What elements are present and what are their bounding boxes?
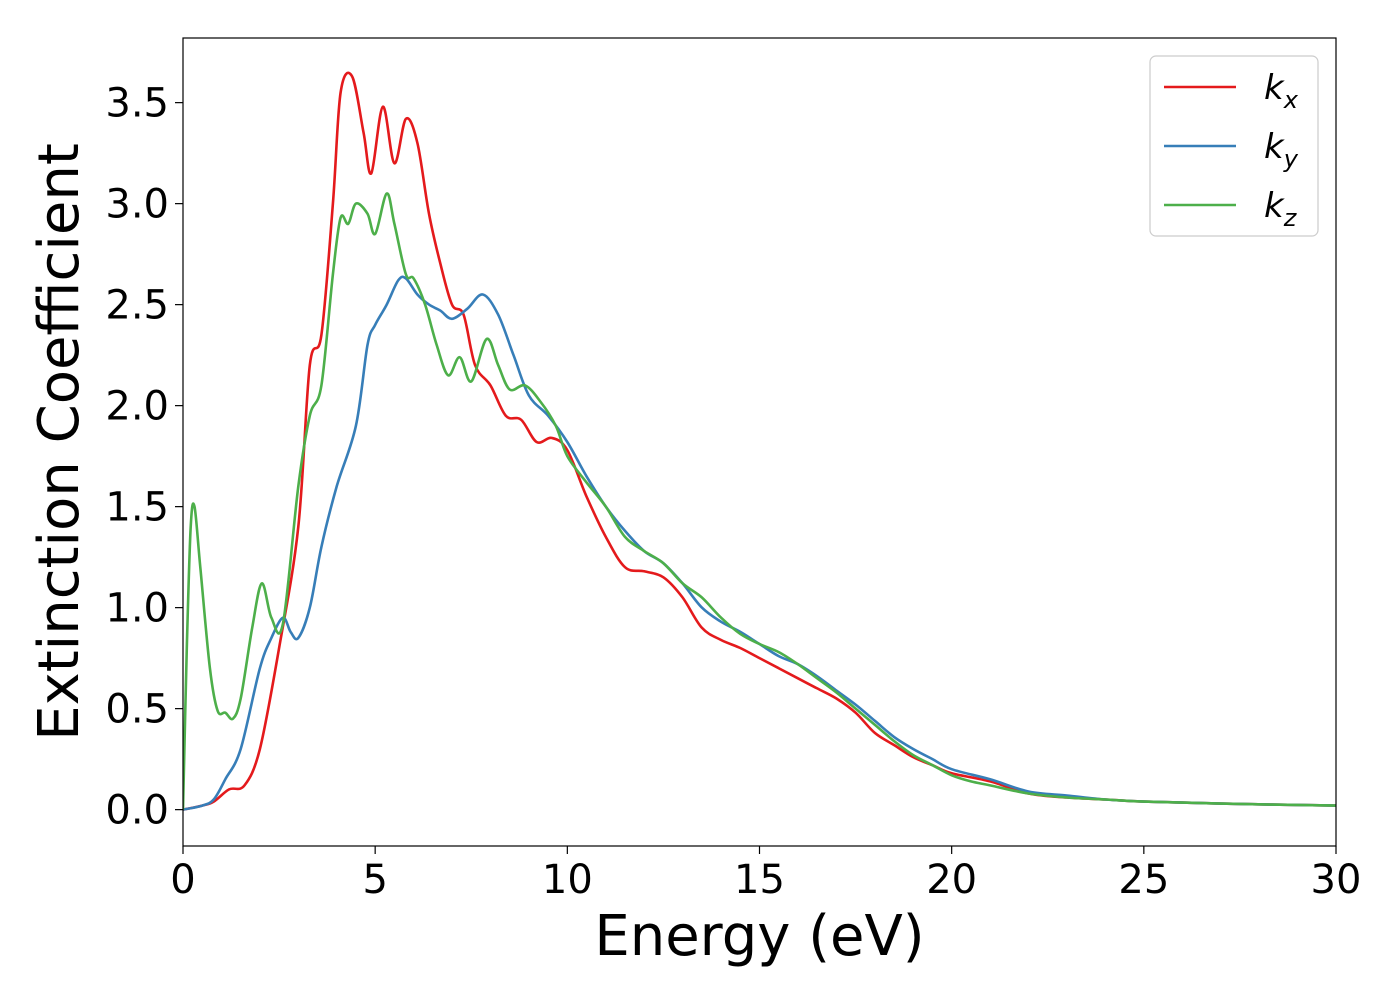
- x-tick-label: 25: [1118, 857, 1169, 903]
- x-tick-label: 30: [1311, 857, 1362, 903]
- y-tick-label: 3.5: [105, 81, 169, 127]
- y-tick-label: 1.0: [105, 586, 169, 632]
- x-axis-ticks: 0 5 10 15 20 25 30: [170, 846, 1361, 903]
- y-tick-label: 2.0: [105, 384, 169, 430]
- y-axis-label: Extinction Coefficient: [27, 143, 92, 741]
- series-line-ky: [183, 275, 1336, 811]
- y-tick-label: 2.5: [105, 283, 169, 329]
- x-tick-label: 5: [362, 857, 387, 903]
- series-line-kx: [183, 71, 1336, 811]
- x-axis-label: Energy (eV): [594, 904, 924, 969]
- y-tick-label: 0.5: [105, 687, 169, 733]
- x-tick-label: 15: [734, 857, 785, 903]
- x-tick-label: 0: [170, 857, 195, 903]
- y-tick-label: 0.0: [105, 788, 169, 834]
- x-tick-label: 20: [926, 857, 977, 903]
- y-axis-ticks: 0.0 0.5 1.0 1.5 2.0 2.5 3.0 3.5: [105, 81, 183, 834]
- series-line-kz: [183, 192, 1336, 810]
- series-lines: [183, 71, 1336, 811]
- y-tick-label: 1.5: [105, 485, 169, 531]
- y-tick-label: 3.0: [105, 182, 169, 228]
- x-tick-label: 10: [542, 857, 593, 903]
